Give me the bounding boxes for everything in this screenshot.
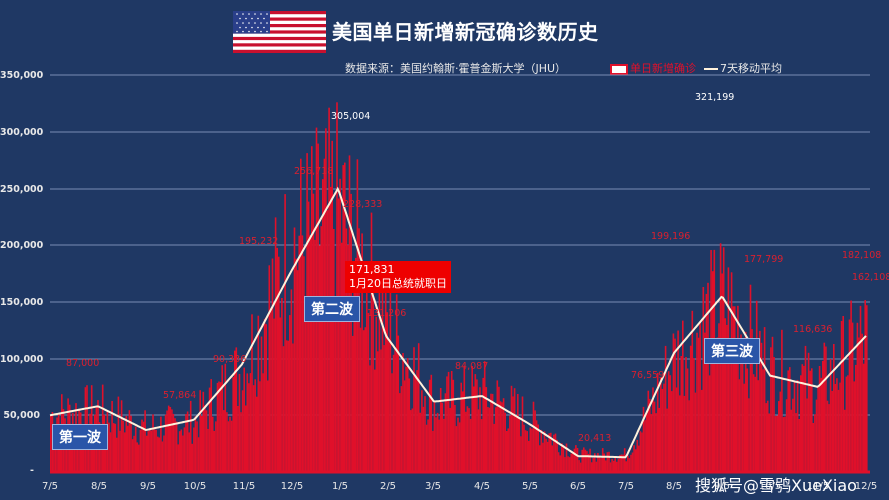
daily-cases-bars [50, 102, 868, 473]
annotation: 228,333 [343, 199, 383, 210]
legend-bar-item: 单日新增确诊 [610, 60, 696, 76]
y-tick: 200,000 [0, 240, 44, 251]
annotation: 84,087 [455, 361, 489, 372]
annotation: 20,413 [578, 433, 612, 444]
y-tick: 150,000 [0, 297, 44, 308]
us-flag-icon [233, 11, 326, 53]
annotation: 87,000 [66, 358, 100, 369]
x-tick: 12/5 [854, 481, 878, 492]
x-tick: 8/5 [665, 481, 683, 492]
y-tick: 100,000 [0, 354, 44, 365]
line-swatch-icon [704, 68, 718, 70]
y-tick: 250,000 [0, 184, 44, 195]
annotation: 76,559 [631, 370, 665, 381]
annotation: 305,004 [331, 111, 371, 122]
wave-label-second: 第二波 [304, 296, 360, 322]
x-tick: 6/5 [569, 481, 587, 492]
x-tick: 8/5 [90, 481, 108, 492]
x-tick: 7/5 [41, 481, 59, 492]
x-tick: 3/5 [424, 481, 442, 492]
y-tick: - [30, 465, 34, 476]
annotation: 131,206 [367, 308, 407, 319]
x-tick: 5/5 [521, 481, 539, 492]
annotation: 57,864 [163, 390, 197, 401]
annotation: 90,336 [213, 354, 247, 365]
chart-title: 美国单日新增新冠确诊数历史 [332, 20, 599, 44]
x-tick: 1/5 [331, 481, 349, 492]
x-tick: 11/5 [806, 481, 830, 492]
annotation: 177,799 [744, 254, 784, 265]
annotation: 256,718 [294, 166, 334, 177]
annotation: 182,108 [842, 250, 882, 261]
wave-label-first: 第一波 [52, 424, 108, 450]
x-tick: 10/5 [183, 481, 207, 492]
x-tick: 7/5 [617, 481, 635, 492]
y-tick: 300,000 [0, 127, 44, 138]
x-tick: 9/5 [139, 481, 157, 492]
data-source: 数据来源：美国约翰斯·霍普金斯大学（JHU） [345, 62, 567, 75]
annotation: 116,636 [793, 324, 833, 335]
x-tick: 4/5 [473, 481, 491, 492]
annotation: 162,108 [852, 272, 889, 283]
x-tick: 9/5 [713, 481, 731, 492]
legend: 单日新增确诊 7天移动平均 [610, 60, 782, 76]
watermark: 搜狐号@雪鸮XueXiao [695, 476, 857, 495]
x-tick: 10/5 [758, 481, 782, 492]
moving-average-line [49, 186, 867, 459]
inauguration-callout: 171,831 1月20日总统就职日 [345, 261, 451, 293]
legend-line-item: 7天移动平均 [704, 60, 782, 76]
annotation: 195,232 [239, 236, 279, 247]
bar-swatch-icon [610, 63, 628, 75]
annotation: 321,199 [695, 92, 735, 103]
annotation: 199,196 [651, 231, 691, 242]
x-tick: 2/5 [379, 481, 397, 492]
x-tick: 11/5 [232, 481, 256, 492]
wave-label-third: 第三波 [704, 338, 760, 364]
y-tick: 350,000 [0, 70, 44, 81]
y-tick: 50,000 [3, 410, 40, 421]
x-tick: 12/5 [280, 481, 304, 492]
